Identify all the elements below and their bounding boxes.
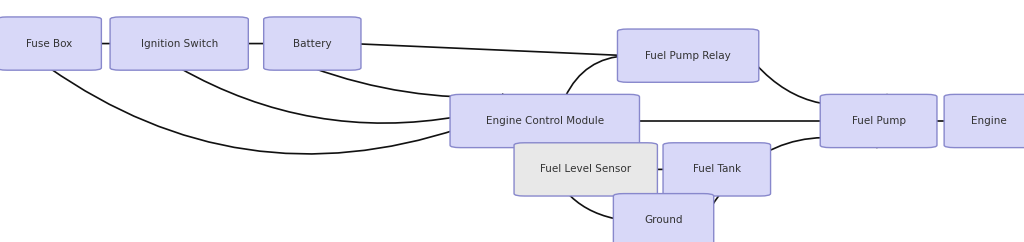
FancyBboxPatch shape xyxy=(613,194,714,242)
FancyBboxPatch shape xyxy=(617,29,759,82)
Text: Fuel Pump Relay: Fuel Pump Relay xyxy=(645,51,731,61)
Text: Battery: Battery xyxy=(293,38,332,49)
FancyBboxPatch shape xyxy=(451,94,639,148)
Text: Ignition Switch: Ignition Switch xyxy=(140,38,218,49)
FancyBboxPatch shape xyxy=(514,143,657,196)
Text: Fuel Tank: Fuel Tank xyxy=(693,164,740,174)
Text: Fuse Box: Fuse Box xyxy=(26,38,73,49)
FancyBboxPatch shape xyxy=(264,17,361,70)
Text: Engine Control Module: Engine Control Module xyxy=(485,116,604,126)
Text: Engine: Engine xyxy=(972,116,1007,126)
FancyBboxPatch shape xyxy=(944,94,1024,148)
FancyBboxPatch shape xyxy=(664,143,770,196)
FancyBboxPatch shape xyxy=(111,17,248,70)
Text: Fuel Level Sensor: Fuel Level Sensor xyxy=(541,164,631,174)
FancyBboxPatch shape xyxy=(0,17,101,70)
FancyBboxPatch shape xyxy=(820,94,937,148)
Text: Ground: Ground xyxy=(644,215,683,225)
Text: Fuel Pump: Fuel Pump xyxy=(852,116,905,126)
